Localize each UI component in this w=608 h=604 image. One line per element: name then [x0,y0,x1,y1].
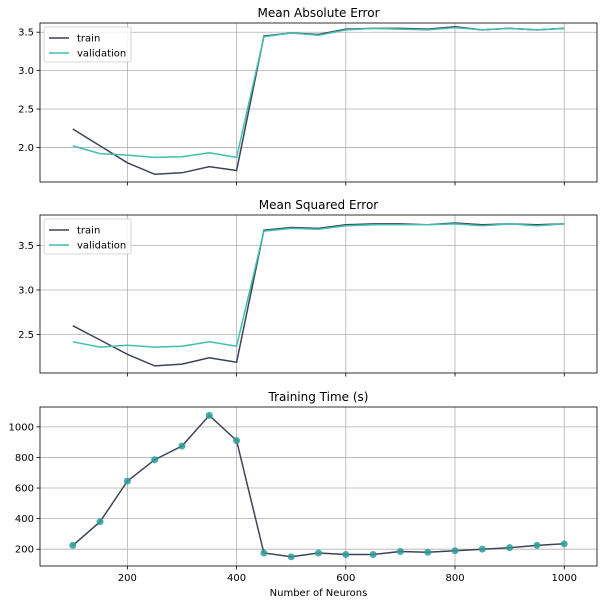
chart-title: Mean Absolute Error [257,6,379,20]
x-tick-label: 200 [118,573,137,584]
chart-title: Training Time (s) [268,390,369,404]
legend-label-train: train [77,34,100,45]
legend-label-validation: validation [77,241,126,252]
y-tick-label: 800 [15,453,34,464]
data-point [396,547,404,555]
y-tick-label: 2.5 [18,330,34,341]
y-tick-label: 3.0 [18,66,34,77]
series-line-train [72,222,565,367]
data-point [123,477,131,485]
axes-frame [39,406,598,567]
legend: train validation [43,218,132,255]
y-tick-label: 2.0 [18,143,34,154]
legend-label-train: train [77,226,100,237]
legend: train validation [43,26,132,63]
data-point [69,541,77,549]
panel-3: 200 400 600 800 1000 200 400 600 800 1000 Training… [9,390,598,599]
y-tick-label: 600 [15,484,34,495]
series-line-validation [72,26,565,159]
data-point [205,411,213,419]
data-point [424,548,432,556]
y-tick-label: 1000 [9,422,34,433]
panel-1: 2.0 2.5 3.0 3.5 Mean Absolute Error train vali… [18,6,598,186]
series-line-validation [72,223,565,348]
x-tick-label: 600 [336,573,355,584]
y-tick-label: 200 [15,545,34,556]
y-tick-label: 3.0 [18,285,34,296]
axes-frame [39,22,598,183]
x-tick-label: 800 [445,573,464,584]
x-tick-label: 1000 [552,573,577,584]
data-point [178,442,186,450]
x-axis-label: Number of Neurons [270,588,368,599]
data-point [233,437,241,445]
data-point [478,545,486,553]
legend-label-validation: validation [77,49,126,60]
data-point [151,456,159,464]
y-tick-label: 3.5 [18,241,34,252]
y-tick-label: 3.5 [18,28,34,39]
chart-title: Mean Squared Error [259,198,379,212]
panel-2: 2.5 3.0 3.5 Mean Squared Error train validati… [18,198,598,377]
data-point [451,547,459,555]
data-point [533,541,541,549]
data-point [96,518,104,526]
series-line [72,414,565,558]
x-tick-label: 400 [227,573,246,584]
data-point [506,544,514,552]
data-point [260,549,268,557]
axes-frame [39,214,598,374]
data-point [369,551,377,559]
y-tick-label: 400 [15,514,34,525]
series-line-train [72,26,565,176]
data-point [315,549,322,557]
data-point [342,551,350,559]
y-tick-label: 2.5 [18,105,34,116]
data-point [287,553,295,561]
data-point [560,540,568,548]
